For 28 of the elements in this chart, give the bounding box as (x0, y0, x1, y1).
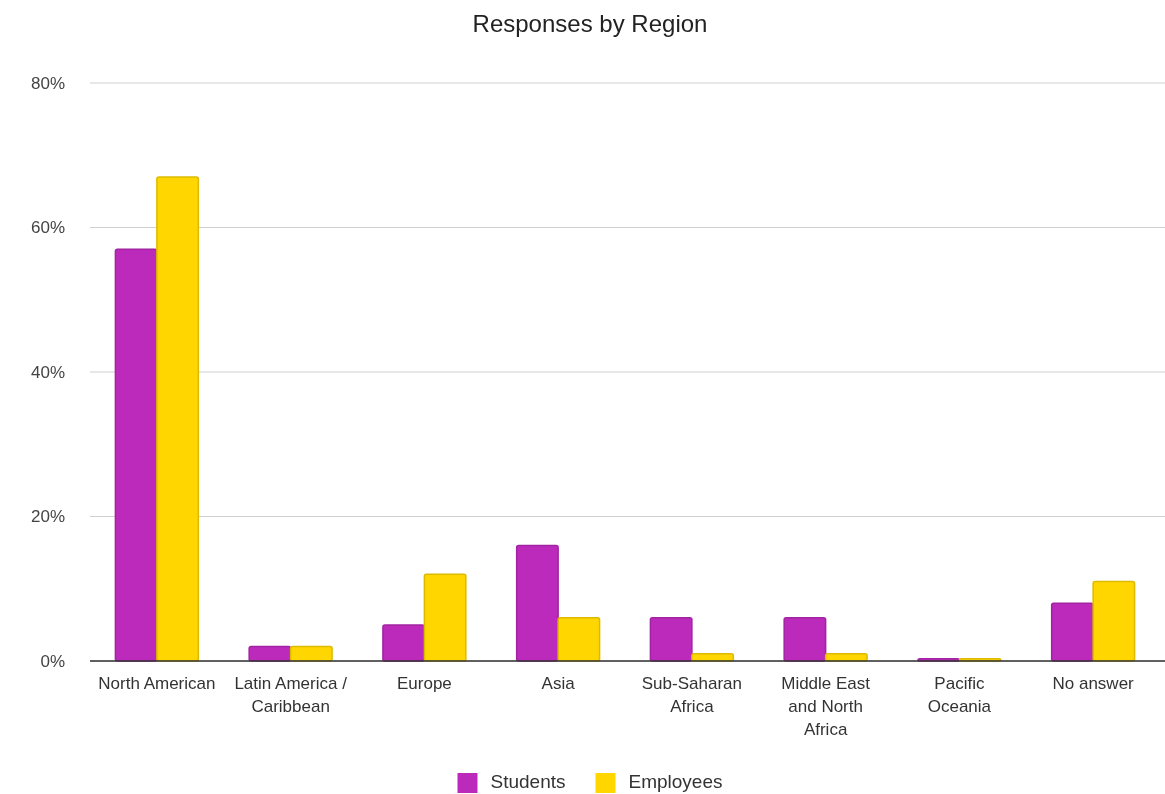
x-tick-label: No answer (1052, 674, 1135, 694)
x-tick-label: Asia (541, 674, 576, 694)
bar (649, 616, 693, 662)
y-tick-label: 20% (30, 507, 65, 527)
bar (382, 624, 426, 662)
bar (557, 616, 601, 662)
bar (114, 248, 158, 662)
bar (289, 645, 333, 662)
x-tick-label: Middle East and North Africa (781, 674, 871, 739)
x-tick-label: North American (98, 674, 216, 694)
y-tick-label: 0% (40, 651, 65, 671)
bar (1092, 580, 1136, 662)
bar (515, 544, 559, 662)
x-tick-label: Sub-Saharan Africa (641, 674, 742, 717)
bar (248, 645, 292, 662)
bar (423, 573, 467, 662)
x-tick-label: Pacific Oceania (927, 674, 992, 717)
bar (783, 616, 827, 662)
y-tick-label: 60% (30, 218, 65, 238)
y-tick-label: 40% (30, 362, 65, 382)
legend-label: Students (490, 771, 566, 792)
x-tick-label: Europe (396, 674, 452, 694)
bar (156, 176, 200, 662)
bar (1050, 602, 1094, 662)
y-tick-label: 80% (30, 73, 65, 93)
legend-label: Employees (628, 771, 723, 792)
chart-title: Responses by Region (472, 10, 708, 37)
x-tick-label: Latin America / Caribbean (234, 674, 348, 717)
